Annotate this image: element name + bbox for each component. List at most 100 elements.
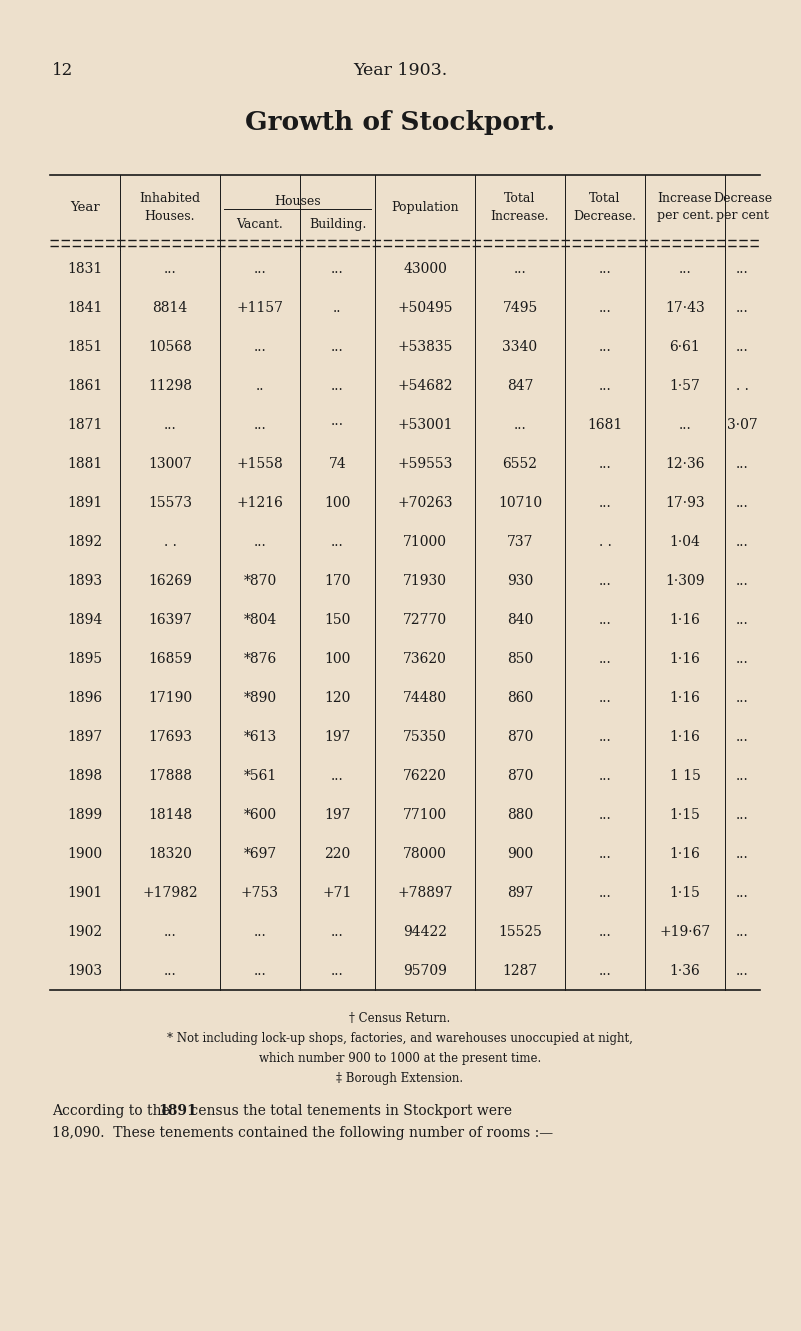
Text: *890: *890 (244, 691, 276, 705)
Text: 16859: 16859 (148, 652, 192, 666)
Text: 74: 74 (328, 458, 346, 471)
Text: 1900: 1900 (67, 847, 103, 861)
Text: ...: ... (598, 729, 611, 744)
Text: +54682: +54682 (397, 379, 453, 394)
Text: 6552: 6552 (502, 458, 537, 471)
Text: 1·04: 1·04 (670, 535, 700, 550)
Text: ...: ... (598, 496, 611, 510)
Text: 3·07: 3·07 (727, 418, 758, 433)
Text: ...: ... (254, 925, 267, 938)
Text: 220: 220 (324, 847, 351, 861)
Text: 73620: 73620 (403, 652, 447, 666)
Text: 1896: 1896 (67, 691, 103, 705)
Text: 1681: 1681 (587, 418, 622, 433)
Text: 1871: 1871 (67, 418, 103, 433)
Text: 13007: 13007 (148, 458, 192, 471)
Text: 10568: 10568 (148, 341, 192, 354)
Text: . .: . . (163, 535, 176, 550)
Text: . .: . . (736, 379, 749, 394)
Text: 897: 897 (507, 885, 533, 900)
Text: ...: ... (736, 301, 749, 315)
Text: *561: *561 (244, 769, 276, 783)
Text: 1893: 1893 (67, 574, 103, 588)
Text: +70263: +70263 (397, 496, 453, 510)
Text: 1897: 1897 (67, 729, 103, 744)
Text: 18148: 18148 (148, 808, 192, 821)
Text: ...: ... (736, 458, 749, 471)
Text: 1·36: 1·36 (670, 964, 700, 977)
Text: *804: *804 (244, 614, 276, 627)
Text: ...: ... (736, 885, 749, 900)
Text: +71: +71 (323, 885, 352, 900)
Text: 197: 197 (324, 808, 351, 821)
Text: 100: 100 (324, 652, 351, 666)
Text: 930: 930 (507, 574, 533, 588)
Text: Population: Population (391, 201, 459, 214)
Text: 1·16: 1·16 (670, 729, 700, 744)
Text: ...: ... (736, 691, 749, 705)
Text: ...: ... (736, 496, 749, 510)
Text: 17693: 17693 (148, 729, 192, 744)
Text: ‡ Borough Extension.: ‡ Borough Extension. (336, 1071, 464, 1085)
Text: 18320: 18320 (148, 847, 192, 861)
Text: ...: ... (736, 262, 749, 277)
Text: +1216: +1216 (236, 496, 284, 510)
Text: +1558: +1558 (236, 458, 284, 471)
Text: 1·16: 1·16 (670, 652, 700, 666)
Text: ...: ... (598, 458, 611, 471)
Text: ...: ... (163, 418, 176, 433)
Text: 78000: 78000 (403, 847, 447, 861)
Text: ...: ... (163, 262, 176, 277)
Text: 11298: 11298 (148, 379, 192, 394)
Text: which number 900 to 1000 at the present time.: which number 900 to 1000 at the present … (259, 1051, 541, 1065)
Text: † Census Return.: † Census Return. (349, 1012, 451, 1025)
Text: +753: +753 (241, 885, 279, 900)
Text: ...: ... (736, 964, 749, 977)
Text: ...: ... (736, 729, 749, 744)
Text: ...: ... (598, 262, 611, 277)
Text: 1892: 1892 (67, 535, 103, 550)
Text: ...: ... (163, 925, 176, 938)
Text: ...: ... (598, 614, 611, 627)
Text: 75350: 75350 (403, 729, 447, 744)
Text: Increase
per cent.: Increase per cent. (657, 193, 714, 222)
Text: According to the: According to the (52, 1103, 174, 1118)
Text: 12: 12 (52, 63, 73, 79)
Text: 6·61: 6·61 (670, 341, 700, 354)
Text: ...: ... (513, 262, 526, 277)
Text: ...: ... (736, 574, 749, 588)
Text: 1891: 1891 (158, 1103, 197, 1118)
Text: *613: *613 (244, 729, 276, 744)
Text: ...: ... (598, 885, 611, 900)
Text: 870: 870 (507, 769, 533, 783)
Text: Houses: Houses (274, 196, 321, 208)
Text: Inhabited
Houses.: Inhabited Houses. (139, 193, 200, 222)
Text: *697: *697 (244, 847, 276, 861)
Text: 1881: 1881 (67, 458, 103, 471)
Text: ...: ... (736, 652, 749, 666)
Text: 880: 880 (507, 808, 533, 821)
Text: 10710: 10710 (498, 496, 542, 510)
Text: 43000: 43000 (403, 262, 447, 277)
Text: ...: ... (736, 925, 749, 938)
Text: 7495: 7495 (502, 301, 537, 315)
Text: Decrease
per cent: Decrease per cent (713, 193, 772, 222)
Text: ...: ... (331, 964, 344, 977)
Text: 197: 197 (324, 729, 351, 744)
Text: ...: ... (254, 341, 267, 354)
Text: 150: 150 (324, 614, 351, 627)
Text: 900: 900 (507, 847, 533, 861)
Text: +53001: +53001 (397, 418, 453, 433)
Text: ...: ... (598, 691, 611, 705)
Text: 1895: 1895 (67, 652, 103, 666)
Text: Year: Year (70, 201, 100, 214)
Text: ...: ... (736, 341, 749, 354)
Text: 1902: 1902 (67, 925, 103, 938)
Text: 16397: 16397 (148, 614, 192, 627)
Text: ...: ... (254, 262, 267, 277)
Text: ...: ... (598, 964, 611, 977)
Text: Total
Increase.: Total Increase. (491, 193, 549, 222)
Text: 71930: 71930 (403, 574, 447, 588)
Text: Year 1903.: Year 1903. (353, 63, 447, 79)
Text: 1861: 1861 (67, 379, 103, 394)
